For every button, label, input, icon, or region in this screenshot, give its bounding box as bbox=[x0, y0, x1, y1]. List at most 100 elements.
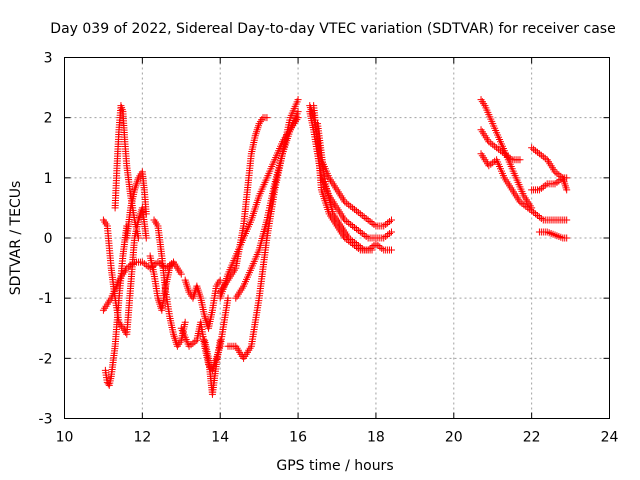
series-trace-3 bbox=[111, 102, 142, 242]
data-point bbox=[349, 237, 357, 245]
data-point bbox=[380, 234, 388, 242]
x-tick-label: 14 bbox=[211, 430, 229, 446]
data-point bbox=[356, 228, 364, 236]
data-point bbox=[354, 208, 362, 216]
data-point bbox=[553, 169, 561, 177]
data-point bbox=[555, 171, 563, 179]
data-point bbox=[384, 231, 392, 239]
series-trace-19 bbox=[477, 96, 536, 212]
data-point bbox=[526, 205, 534, 213]
data-point bbox=[364, 216, 372, 224]
data-point bbox=[158, 261, 166, 269]
data-point bbox=[386, 217, 394, 225]
series-trace-5 bbox=[123, 168, 150, 242]
data-point bbox=[518, 199, 526, 207]
data-point bbox=[535, 150, 543, 158]
data-point bbox=[386, 229, 394, 237]
data-point bbox=[491, 142, 499, 150]
data-point bbox=[181, 318, 189, 326]
data-point bbox=[358, 229, 366, 237]
data-point bbox=[263, 114, 271, 122]
data-point bbox=[349, 222, 357, 230]
data-point bbox=[343, 199, 351, 207]
y-tick-label: 0 bbox=[44, 231, 53, 247]
data-point bbox=[347, 236, 355, 244]
data-point bbox=[535, 213, 543, 221]
x-tick-label: 16 bbox=[289, 430, 307, 446]
data-point bbox=[374, 242, 382, 250]
data-point bbox=[366, 217, 374, 225]
data-point bbox=[563, 174, 571, 182]
y-tick-label: -3 bbox=[39, 412, 53, 428]
data-point bbox=[384, 219, 392, 227]
data-point bbox=[368, 219, 376, 227]
data-point bbox=[170, 258, 177, 266]
plot-frame bbox=[64, 57, 610, 419]
x-tick-label: 12 bbox=[133, 430, 151, 446]
series-trace-14 bbox=[232, 108, 302, 302]
data-point bbox=[382, 220, 390, 228]
x-tick-label: 24 bbox=[601, 430, 619, 446]
data-points bbox=[99, 96, 571, 398]
data-point bbox=[541, 181, 549, 189]
data-point bbox=[142, 234, 150, 242]
data-point bbox=[129, 260, 137, 268]
data-point bbox=[528, 144, 536, 152]
data-point bbox=[345, 219, 353, 227]
data-point bbox=[360, 213, 368, 221]
data-point bbox=[362, 214, 370, 222]
data-point bbox=[356, 210, 364, 218]
data-point bbox=[349, 204, 357, 212]
data-point bbox=[352, 240, 360, 248]
y-tick-label: -2 bbox=[39, 351, 53, 367]
x-tick-label: 18 bbox=[367, 430, 385, 446]
data-point bbox=[142, 210, 150, 218]
data-point bbox=[347, 202, 355, 210]
data-point bbox=[388, 216, 395, 224]
data-point bbox=[487, 139, 495, 147]
data-point bbox=[345, 201, 353, 209]
chart-title: Day 039 of 2022, Sidereal Day-to-day VTE… bbox=[50, 21, 615, 37]
data-point bbox=[532, 147, 540, 155]
data-point bbox=[563, 216, 571, 224]
data-point bbox=[539, 183, 547, 191]
data-point bbox=[380, 222, 388, 230]
data-point bbox=[358, 245, 366, 253]
x-tick-label: 22 bbox=[523, 430, 541, 446]
data-point bbox=[541, 154, 549, 162]
data-point bbox=[351, 239, 359, 247]
data-point bbox=[388, 228, 395, 236]
data-point bbox=[358, 211, 366, 219]
data-point bbox=[563, 186, 571, 194]
data-point bbox=[216, 336, 224, 344]
data-point bbox=[516, 156, 524, 164]
y-tick-label: -1 bbox=[39, 291, 53, 307]
data-point bbox=[370, 220, 378, 228]
data-point bbox=[140, 260, 148, 268]
data-point bbox=[294, 108, 302, 116]
data-point bbox=[351, 223, 359, 231]
series-trace-12 bbox=[216, 114, 271, 296]
series-trace-9 bbox=[181, 276, 224, 332]
data-point bbox=[368, 246, 376, 254]
data-point bbox=[530, 208, 538, 216]
series-trace-18 bbox=[314, 120, 376, 254]
series-trace-24 bbox=[535, 228, 571, 242]
data-point bbox=[533, 211, 541, 219]
series-trace-8 bbox=[177, 294, 232, 374]
data-point bbox=[138, 258, 146, 266]
data-point bbox=[216, 276, 224, 284]
series-trace-20 bbox=[477, 126, 524, 164]
data-point bbox=[154, 258, 162, 266]
data-point bbox=[378, 245, 386, 253]
data-point bbox=[563, 234, 571, 242]
data-point bbox=[537, 184, 545, 192]
data-point bbox=[347, 220, 355, 228]
data-point bbox=[537, 151, 545, 159]
series-trace-17 bbox=[310, 102, 395, 254]
data-point bbox=[530, 145, 538, 153]
y-tick-label: 1 bbox=[44, 171, 53, 187]
data-point bbox=[224, 294, 232, 302]
